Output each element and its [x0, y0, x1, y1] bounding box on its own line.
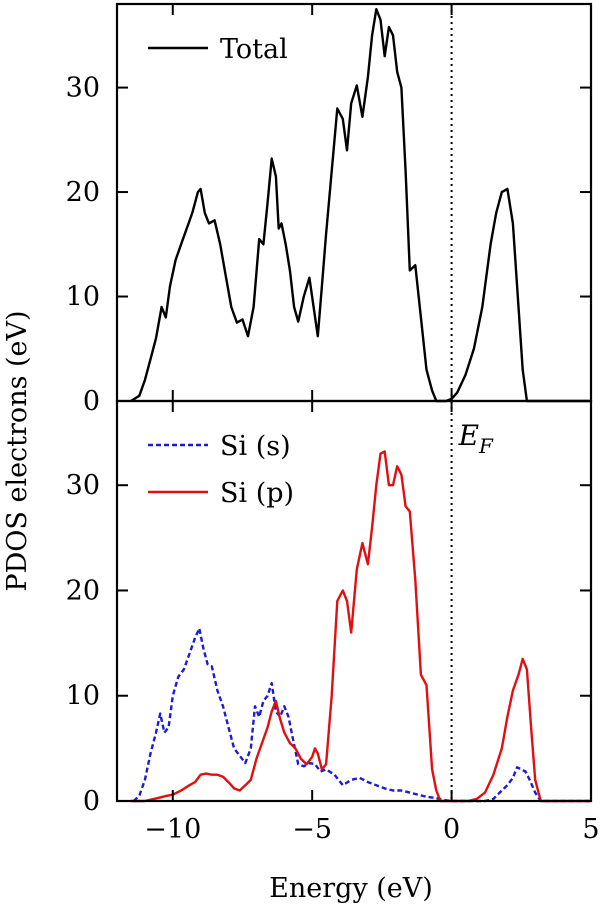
legend-label: Total: [220, 34, 288, 65]
y-tick-label: 30: [66, 470, 100, 501]
x-tick-label: −5: [292, 814, 332, 845]
top-panel: Total 0 10 20 30: [66, 2, 593, 417]
series-line-total: [130, 7, 591, 403]
legend-label: Si (p): [220, 478, 294, 509]
x-axis-title: Energy (eV): [269, 873, 433, 904]
y-tick-label: 10: [66, 681, 100, 712]
fermi-level-label: EF: [458, 419, 494, 458]
x-tick-label: 5: [582, 814, 599, 845]
y-tick-label: 10: [66, 282, 100, 313]
x-tick-label: 0: [443, 814, 460, 845]
x-tick-label: −10: [144, 814, 201, 845]
plot-frame: [115, 399, 593, 803]
y-axis-title: PDOS electrons (eV): [2, 310, 33, 591]
series-line-si-p: [130, 450, 591, 803]
y-tick-label: 30: [66, 73, 100, 104]
bottom-panel: EF Si (s) Si (p) 0 10 20 30 −10 −5 0 5: [66, 399, 600, 845]
y-tick-label: 0: [83, 786, 100, 817]
y-tick-label: 20: [66, 575, 100, 606]
legend-label: Si (s): [220, 431, 291, 462]
y-tick-label: 20: [66, 177, 100, 208]
y-tick-label: 0: [83, 386, 100, 417]
